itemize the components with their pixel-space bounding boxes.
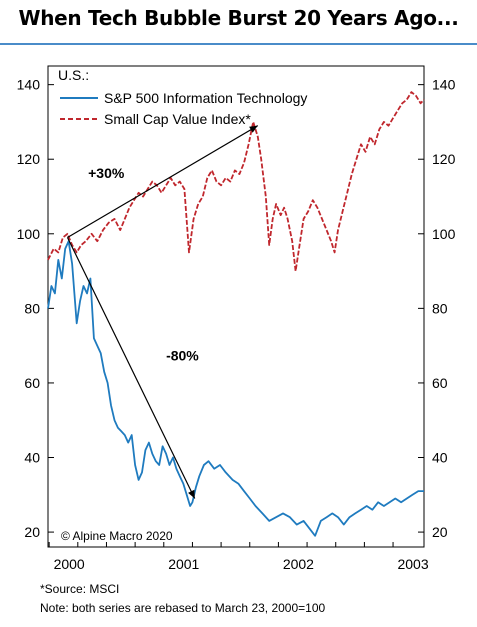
series-line-1 [47,91,425,272]
arrow-line-0 [67,125,259,239]
y-tick-label-right-60: 60 [432,375,448,391]
x-axis-ticks: 2000 2001 2002 2003 [48,542,429,572]
y-tick-label-left-100: 100 [17,226,41,242]
x-tick-label-2001: 2001 [168,556,199,572]
footnote-note: Note: both series are rebased to March 2… [40,601,326,615]
y-tick-label-left-80: 80 [24,300,40,316]
y-tick-label-left-120: 120 [17,151,41,167]
x-tick-label-2002: 2002 [283,556,314,572]
arrow-line-1 [66,237,196,499]
annotation-minus-80: -80% [166,348,199,364]
region-label: U.S.: [58,67,89,83]
y-tick-label-right-120: 120 [432,151,456,167]
y-tick-label-right-140: 140 [432,77,456,93]
y-tick-label-right-40: 40 [432,450,448,466]
copyright-label: © Alpine Macro 2020 [61,529,173,543]
series-lines [47,91,425,537]
footnote-source: *Source: MSCI [40,582,120,596]
series-line-0 [47,240,424,537]
legend-label-smallcap: Small Cap Value Index* [104,111,251,127]
y-tick-label-right-20: 20 [432,524,448,540]
legend-label-tech: S&P 500 Information Technology [104,90,307,106]
arrow-head-0 [249,125,258,133]
page-title: When Tech Bubble Burst 20 Years Ago... [18,6,459,30]
y-tick-label-left-60: 60 [24,375,40,391]
y-axis-ticks: 20 20 40 40 60 60 80 80 100 100 120 120 140 140 [17,77,456,540]
x-tick-label-2003: 2003 [397,556,428,572]
y-tick-label-right-100: 100 [432,226,456,242]
y-tick-label-left-40: 40 [24,450,40,466]
y-tick-label-left-20: 20 [24,524,40,540]
legend: S&P 500 Information Technology Small Cap… [60,90,307,127]
annotation-plus-30: +30% [88,165,125,181]
x-tick-label-2000: 2000 [54,556,85,572]
y-tick-label-right-80: 80 [432,300,448,316]
annotation-arrows [66,125,259,499]
y-tick-label-left-140: 140 [17,77,41,93]
arrow-head-1 [188,489,195,499]
title-divider [0,43,477,45]
